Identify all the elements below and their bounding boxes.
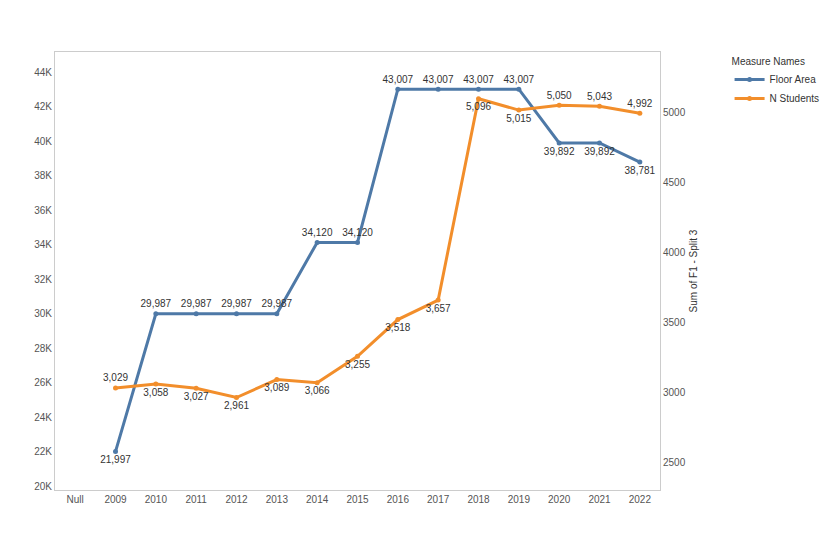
svg-text:44K: 44K	[34, 67, 52, 78]
svg-text:5,043: 5,043	[587, 91, 612, 102]
svg-text:43,007: 43,007	[504, 74, 535, 85]
svg-text:Sum of F1 - Split 3: Sum of F1 - Split 3	[688, 229, 699, 312]
svg-text:38K: 38K	[34, 170, 52, 181]
svg-text:20K: 20K	[34, 481, 52, 492]
svg-text:2018: 2018	[467, 494, 490, 505]
svg-text:2020: 2020	[548, 494, 571, 505]
svg-text:3000: 3000	[663, 387, 686, 398]
svg-text:2012: 2012	[225, 494, 248, 505]
svg-text:Floor Area: Floor Area	[770, 74, 817, 85]
svg-text:5,096: 5,096	[466, 101, 491, 112]
svg-text:5000: 5000	[663, 107, 686, 118]
svg-text:2500: 2500	[663, 457, 686, 468]
svg-text:2016: 2016	[387, 494, 410, 505]
svg-text:N Students: N Students	[770, 93, 819, 104]
svg-text:43,007: 43,007	[423, 74, 454, 85]
svg-text:39,892: 39,892	[544, 146, 575, 157]
svg-text:3,657: 3,657	[426, 303, 451, 314]
svg-text:34,120: 34,120	[342, 227, 373, 238]
svg-text:3500: 3500	[663, 317, 686, 328]
svg-text:2013: 2013	[266, 494, 289, 505]
svg-text:3,058: 3,058	[143, 387, 168, 398]
svg-text:Measure Names: Measure Names	[732, 56, 805, 67]
svg-text:29,987: 29,987	[221, 298, 252, 309]
svg-text:4500: 4500	[663, 177, 686, 188]
svg-text:3,518: 3,518	[385, 322, 410, 333]
svg-text:32K: 32K	[34, 274, 52, 285]
svg-text:2015: 2015	[346, 494, 369, 505]
svg-text:28K: 28K	[34, 343, 52, 354]
svg-text:Null: Null	[67, 494, 84, 505]
svg-text:22K: 22K	[34, 446, 52, 457]
svg-text:29,987: 29,987	[262, 298, 293, 309]
svg-text:29,987: 29,987	[141, 298, 172, 309]
svg-text:4000: 4000	[663, 247, 686, 258]
svg-text:2010: 2010	[145, 494, 168, 505]
svg-text:29,987: 29,987	[181, 298, 212, 309]
svg-text:24K: 24K	[34, 412, 52, 423]
svg-text:36K: 36K	[34, 205, 52, 216]
svg-text:4,992: 4,992	[627, 98, 652, 109]
svg-text:21,997: 21,997	[100, 454, 131, 465]
svg-text:3,027: 3,027	[184, 391, 209, 402]
svg-text:42K: 42K	[34, 101, 52, 112]
svg-text:3,029: 3,029	[103, 372, 128, 383]
svg-text:34,120: 34,120	[302, 227, 333, 238]
svg-text:26K: 26K	[34, 377, 52, 388]
svg-text:2017: 2017	[427, 494, 450, 505]
svg-text:2014: 2014	[306, 494, 329, 505]
svg-text:2021: 2021	[588, 494, 611, 505]
svg-text:2,961: 2,961	[224, 400, 249, 411]
svg-text:3,089: 3,089	[264, 382, 289, 393]
svg-text:5,050: 5,050	[547, 90, 572, 101]
svg-text:2019: 2019	[508, 494, 531, 505]
svg-text:40K: 40K	[34, 136, 52, 147]
svg-text:2009: 2009	[104, 494, 127, 505]
svg-text:3,066: 3,066	[305, 385, 330, 396]
svg-text:43,007: 43,007	[463, 74, 494, 85]
svg-text:43,007: 43,007	[383, 74, 414, 85]
svg-text:30K: 30K	[34, 308, 52, 319]
svg-text:2011: 2011	[185, 494, 207, 505]
svg-text:3,255: 3,255	[345, 359, 370, 370]
svg-text:39,892: 39,892	[584, 146, 615, 157]
svg-text:5,015: 5,015	[506, 113, 531, 124]
svg-text:38,781: 38,781	[625, 165, 656, 176]
svg-text:34K: 34K	[34, 239, 52, 250]
svg-text:2022: 2022	[629, 494, 652, 505]
